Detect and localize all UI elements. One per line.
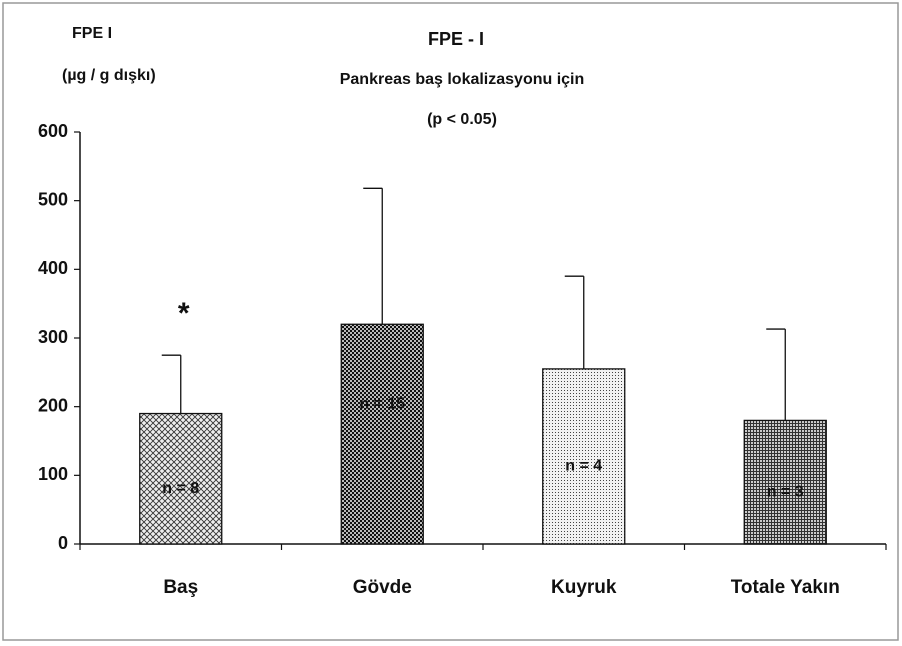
bar-label: n = 8 xyxy=(162,480,199,497)
chart-subtitle: Pankreas baş lokalizasyonu için xyxy=(340,71,585,88)
bar xyxy=(340,323,424,545)
bar xyxy=(139,412,223,545)
y-tick-label: 500 xyxy=(38,189,68,209)
chart-title: FPE - I xyxy=(428,29,484,49)
bar-label: n = 15 xyxy=(359,395,405,412)
bar-label: n = 4 xyxy=(565,458,602,475)
annotation: * xyxy=(178,297,190,330)
chart-note: (p < 0.05) xyxy=(427,111,497,128)
y-tick-label: 400 xyxy=(38,258,68,278)
y-tick-label: 0 xyxy=(58,533,68,553)
y-label-2: (µg / g dışkı) xyxy=(62,67,156,84)
y-tick-label: 600 xyxy=(38,121,68,141)
bar xyxy=(743,419,827,545)
y-label-1: FPE I xyxy=(72,25,112,42)
x-tick-label: Totale Yakın xyxy=(731,577,840,598)
y-tick-label: 300 xyxy=(38,327,68,347)
x-tick-label: Gövde xyxy=(353,577,412,598)
bar xyxy=(542,368,626,545)
x-tick-label: Kuyruk xyxy=(551,577,617,598)
x-tick-label: Baş xyxy=(163,577,198,598)
y-tick-label: 200 xyxy=(38,395,68,415)
bar-label: n = 3 xyxy=(767,483,804,500)
y-tick-label: 100 xyxy=(38,464,68,484)
